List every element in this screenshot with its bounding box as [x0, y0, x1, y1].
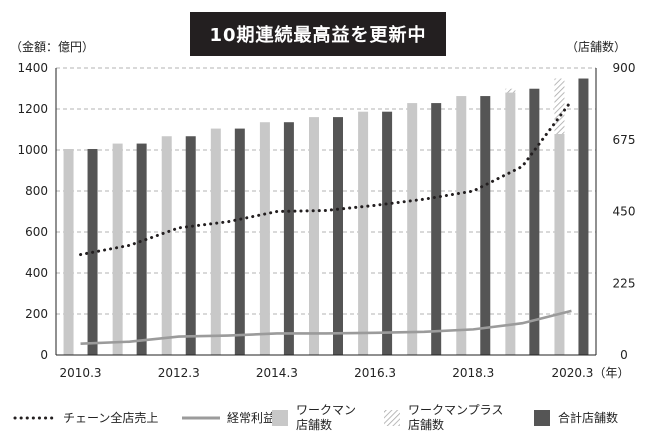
legend-item-profit: 経常利益: [180, 398, 275, 438]
legend-label-profit: 経常利益: [227, 410, 276, 425]
dark-bar-icon: [534, 410, 550, 426]
x-tick-label: 2018.3: [452, 366, 494, 380]
bar-workman: [63, 148, 74, 355]
legend-label-workman-line1: ワークマン: [296, 403, 357, 417]
legend: チェーン全店売上 経常利益 ワークマン 店舗数 ワークマンプラス 店舗数 合計店…: [12, 398, 642, 438]
bar-workman: [358, 111, 369, 355]
line-sales: [79, 99, 573, 257]
y-right-tick-label: 225: [613, 276, 636, 290]
y-left-axis-label: （金額：億円）: [10, 40, 95, 54]
legend-label-workman-line2: 店舗数: [296, 418, 333, 432]
lines: [79, 99, 573, 346]
legend-label-plus-line2: 店舗数: [408, 418, 445, 432]
x-tick-label: 2020.3（年）: [551, 366, 629, 380]
y-right-tick-label: 900: [613, 61, 636, 75]
bar-workman: [407, 103, 418, 355]
bar-workman: [309, 117, 319, 355]
legend-label-workman-plus: ワークマンプラス 店舗数: [408, 403, 503, 433]
y-left-tick-label: 400: [25, 266, 48, 280]
bar-workman: [505, 92, 516, 355]
x-tick-label: 2014.3: [256, 366, 298, 380]
bar-workman: [554, 134, 565, 355]
y-left-tick-label: 800: [25, 184, 48, 198]
bar-total: [480, 96, 491, 355]
legend-item-total: 合計店舗数: [532, 398, 618, 438]
bar-workman: [210, 128, 221, 355]
bar-workman-plus: [554, 78, 565, 135]
y-left-tick-label: 600: [25, 225, 48, 239]
bar-total: [333, 117, 343, 355]
bar-total: [578, 78, 589, 356]
bar-workman: [456, 96, 467, 355]
legend-label-plus-line1: ワークマンプラス: [408, 403, 504, 417]
solid-line-icon: [182, 416, 220, 420]
bar-total: [283, 122, 294, 355]
y-right-tick-label: 675: [613, 133, 636, 147]
legend-item-workman: ワークマン 店舗数: [270, 398, 356, 438]
x-tick-label: 2012.3: [158, 366, 200, 380]
bar-workman-plus: [505, 88, 516, 93]
bar-total: [382, 111, 393, 355]
bar-total: [234, 128, 245, 355]
bar-total: [529, 88, 540, 355]
axes: 0 200 400 600 800 1000 1200 1400 0 225 450 675 900 20…: [17, 61, 635, 380]
bar-workman: [259, 122, 270, 355]
y-left-tick-label: 200: [25, 307, 48, 321]
bar-total: [431, 103, 442, 355]
y-left-tick-label: 1400: [17, 61, 48, 75]
legend-item-sales: チェーン全店売上: [12, 398, 158, 438]
bars: [63, 78, 589, 356]
line-profit: [80, 309, 572, 346]
legend-label-workman: ワークマン 店舗数: [296, 403, 356, 433]
legend-label-total: 合計店舗数: [558, 410, 619, 425]
y-right-tick-label: 450: [613, 205, 636, 219]
y-right-tick-label: 0: [620, 348, 628, 362]
dotted-line-icon: [13, 416, 57, 420]
y-right-axis-label: （店舗数）: [566, 40, 627, 54]
bar-workman: [112, 143, 123, 355]
y-left-tick-label: 0: [40, 348, 48, 362]
y-left-tick-label: 1000: [17, 143, 48, 157]
bar-total: [185, 136, 196, 355]
bar-workman: [161, 136, 172, 355]
x-tick-label: 2010.3: [60, 366, 102, 380]
bar-total: [136, 143, 147, 355]
y-left-tick-label: 1200: [17, 102, 48, 116]
legend-item-workman-plus: ワークマンプラス 店舗数: [382, 398, 503, 438]
chart-title: 10期連続最高益を更新中: [190, 12, 446, 56]
legend-label-sales: チェーン全店売上: [63, 410, 159, 425]
x-tick-label: 2016.3: [354, 366, 396, 380]
hatched-bar-icon: [384, 410, 400, 426]
light-bar-icon: [272, 410, 288, 426]
